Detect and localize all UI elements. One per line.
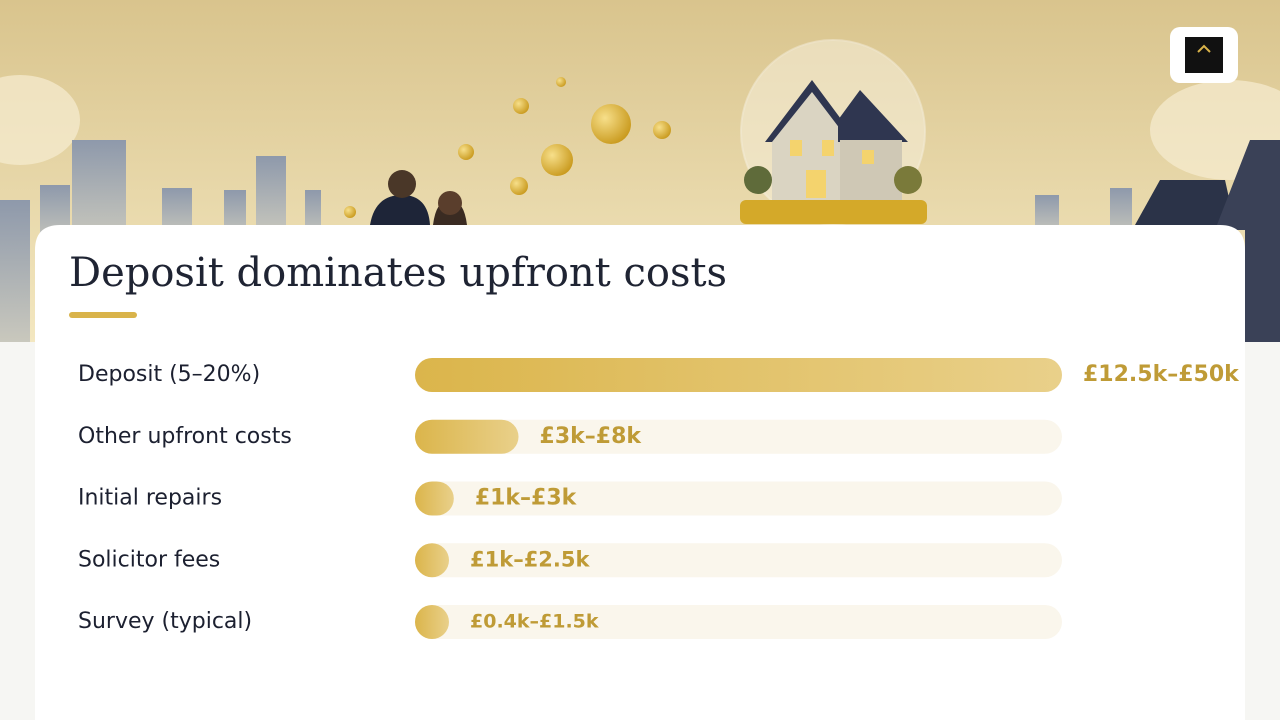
bar xyxy=(415,481,454,516)
value-label: £1k–£2.5k xyxy=(470,547,591,571)
bar-track xyxy=(415,481,1062,516)
bar-track xyxy=(415,543,1062,578)
bar-track xyxy=(415,605,1062,639)
bar-track xyxy=(415,419,1062,454)
category-label: Deposit (5–20%) xyxy=(78,362,260,387)
chart-title: Deposit dominates upfront costs xyxy=(69,250,727,296)
category-label: Solicitor fees xyxy=(78,547,220,572)
category-label: Initial repairs xyxy=(78,486,222,511)
card xyxy=(35,225,1245,720)
bar xyxy=(415,419,519,454)
category-label: Other upfront costs xyxy=(78,424,292,449)
value-label: £12.5k–£50k xyxy=(1083,362,1240,387)
value-label: £1k–£3k xyxy=(475,486,578,511)
bar xyxy=(415,605,449,639)
category-label: Survey (typical) xyxy=(78,609,252,634)
bar xyxy=(415,358,1062,392)
title-underline xyxy=(69,312,137,318)
plot-area: Deposit (5–20%) £12.5k–£50k Other upfront … xyxy=(78,358,1240,639)
bar xyxy=(415,543,449,578)
value-label: £3k–£8k xyxy=(540,424,643,449)
value-label: £0.4k–£1.5k xyxy=(470,611,599,633)
